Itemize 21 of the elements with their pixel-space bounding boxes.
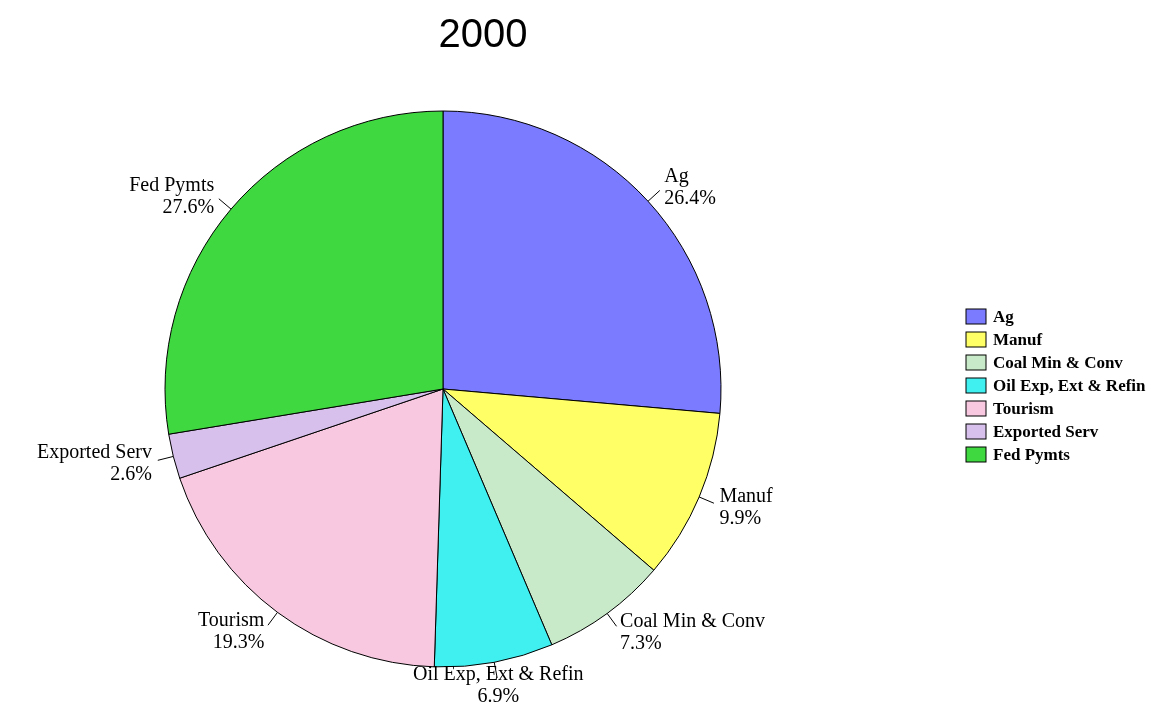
slice-label: Fed Pymts: [129, 172, 215, 196]
slice-label: Oil Exp, Ext & Refin: [413, 661, 584, 685]
slice-label: Exported Serv: [36, 439, 152, 463]
data-label: 19.3%: [212, 630, 265, 653]
legend-label: Tourism: [993, 399, 1054, 418]
legend-label: Oil Exp, Ext & Refin: [993, 376, 1147, 395]
chart-title: 2000: [438, 11, 528, 55]
data-label: 2.6%: [110, 461, 152, 484]
data-label: 9.9%: [719, 505, 762, 528]
legend-label: Fed Pymts: [993, 445, 1071, 464]
slice-label: Ag: [664, 164, 689, 188]
legend-label: Exported Serv: [993, 422, 1099, 441]
legend-label: Manuf: [993, 330, 1043, 349]
slice-label: Manuf: [719, 483, 774, 506]
slice-label: Tourism: [197, 608, 265, 631]
data-label: 26.4%: [664, 186, 716, 209]
data-label: 6.9%: [477, 683, 520, 706]
data-label: 7.3%: [620, 631, 662, 654]
slice-label: Coal Min & Conv: [620, 609, 766, 632]
legend-label: Coal Min & Conv: [993, 353, 1124, 372]
legend-label: Ag: [993, 307, 1015, 326]
